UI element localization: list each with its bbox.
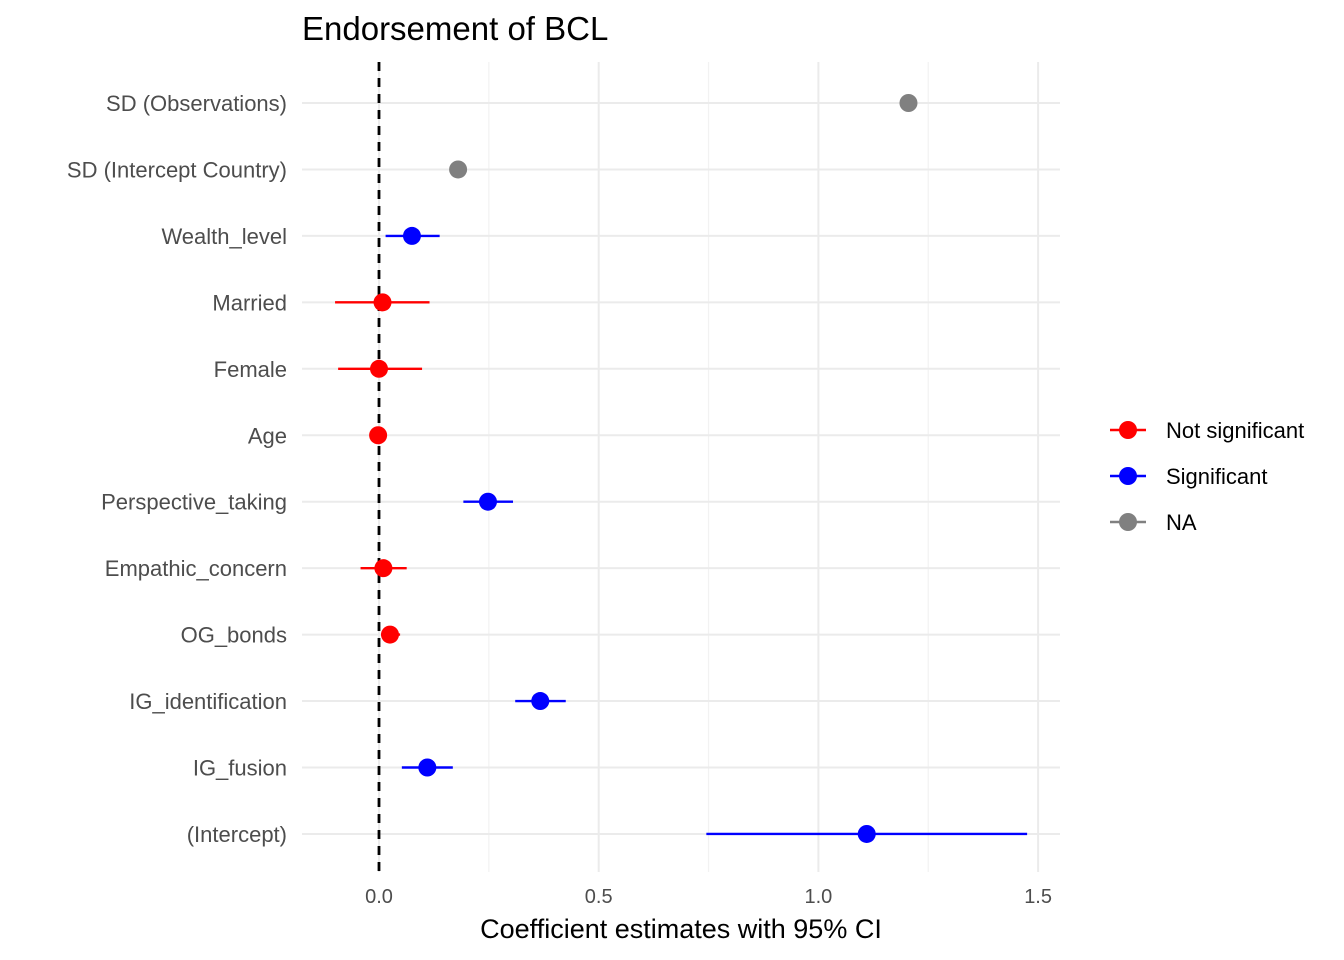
legend-label: Not significant: [1166, 418, 1304, 443]
estimate-point: [373, 293, 392, 312]
y-tick-label: Perspective_taking: [101, 490, 287, 515]
estimate-point: [370, 359, 388, 378]
legend-label: Significant: [1166, 464, 1268, 489]
estimate-point: [531, 692, 550, 711]
y-tick-label: Wealth_level: [161, 224, 287, 249]
y-tick-label: Married: [212, 290, 287, 315]
estimate-point: [380, 625, 399, 644]
legend-key-point: [1119, 421, 1137, 439]
estimate-point: [857, 824, 876, 843]
x-tick-label: 0.0: [365, 886, 393, 908]
y-axis-labels: SD (Observations) SD (Intercept Country) W…: [67, 91, 287, 847]
x-tick-label: 1.5: [1024, 886, 1052, 908]
legend-key-point: [1119, 513, 1137, 531]
estimate-point: [418, 758, 437, 777]
chart-title: Endorsement of BCL: [302, 10, 608, 47]
legend-label: NA: [1166, 510, 1197, 535]
x-axis-label: Coefficient estimates with 95% CI: [480, 914, 882, 944]
y-tick-label: IG_fusion: [193, 756, 287, 781]
y-tick-label: SD (Observations): [106, 91, 287, 116]
estimate-point: [402, 226, 421, 245]
y-tick-label: SD (Intercept Country): [67, 157, 287, 182]
y-tick-label: (Intercept): [187, 822, 287, 847]
x-tick-label: 1.0: [804, 886, 832, 908]
estimate-point: [899, 94, 918, 112]
x-tick-label: 0.5: [585, 886, 613, 908]
y-tick-label: Age: [248, 423, 287, 448]
x-axis-tick-labels: 0.0 0.5 1.0 1.5: [365, 886, 1052, 908]
legend-key-point: [1119, 467, 1137, 485]
estimate-points: [369, 94, 918, 843]
gridlines: [302, 62, 1060, 872]
y-tick-label: IG_identification: [129, 689, 287, 714]
estimate-point: [478, 492, 497, 511]
estimate-point: [374, 559, 393, 578]
estimate-point: [369, 426, 388, 445]
confidence-intervals: [335, 234, 1028, 836]
estimate-point: [449, 160, 468, 179]
y-tick-label: Empathic_concern: [105, 556, 287, 581]
y-tick-label: Female: [214, 357, 287, 382]
y-tick-label: OG_bonds: [181, 623, 287, 648]
legend: Not significant Significant NA: [1110, 418, 1304, 535]
